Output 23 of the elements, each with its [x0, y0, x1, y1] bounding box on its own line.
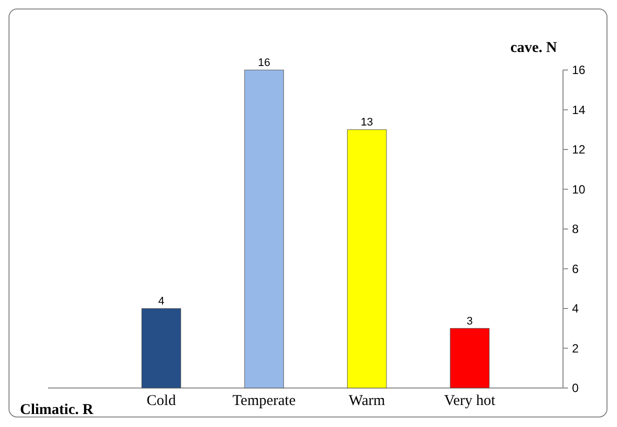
bar: [450, 328, 490, 388]
bar: [244, 70, 284, 388]
data-label: 13: [360, 116, 374, 129]
y-tick-label: 8: [572, 222, 579, 236]
x-tick-label: Temperate: [232, 393, 296, 409]
y-tick-label: 6: [572, 262, 579, 276]
y-tick-label: 16: [572, 63, 586, 78]
data-label: 16: [258, 57, 270, 69]
bar: [347, 129, 387, 388]
y-tick-label: 12: [572, 142, 586, 157]
data-label: 3: [466, 315, 473, 328]
y-tick-label: 10: [572, 182, 586, 196]
y-axis-title: cave. N: [510, 40, 558, 56]
x-tick-label: Warm: [348, 393, 386, 409]
x-tick-label: Cold: [146, 393, 176, 409]
y-tick-label: 14: [572, 102, 586, 117]
x-axis-title: Climatic. R: [20, 402, 94, 418]
y-tick-label: 4: [572, 302, 579, 316]
x-tick-label: Very hot: [444, 393, 496, 409]
data-label: 4: [158, 296, 164, 308]
bar: [141, 308, 182, 388]
y-tick-label: 2: [572, 341, 579, 356]
y-tick-label: 0: [572, 381, 579, 396]
